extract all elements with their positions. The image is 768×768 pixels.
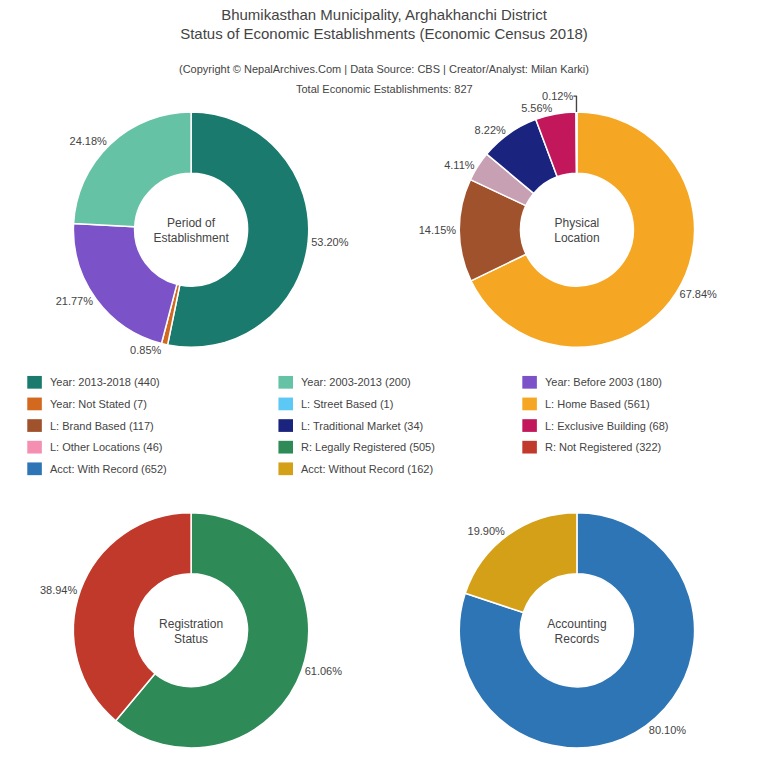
svg-text:L: Exclusive Building (68): L: Exclusive Building (68) [545, 420, 669, 432]
svg-text:R: Not Registered (322): R: Not Registered (322) [545, 441, 661, 453]
svg-text:L: Other Locations (46): L: Other Locations (46) [50, 441, 163, 453]
svg-text:19.90%: 19.90% [468, 525, 506, 537]
svg-text:80.10%: 80.10% [649, 724, 687, 736]
svg-text:38.94%: 38.94% [40, 584, 78, 596]
svg-text:L: Brand Based (117): L: Brand Based (117) [50, 420, 154, 432]
svg-text:Year: 2003-2013 (200): Year: 2003-2013 (200) [301, 376, 411, 388]
svg-text:Total Economic Establishments:: Total Economic Establishments: 827 [296, 83, 473, 95]
svg-text:RegistrationStatus: RegistrationStatus [159, 617, 223, 647]
svg-text:L: Street Based (1): L: Street Based (1) [301, 398, 393, 410]
svg-text:61.06%: 61.06% [305, 665, 343, 677]
svg-text:0.85%: 0.85% [130, 344, 161, 356]
svg-text:0.12%: 0.12% [542, 90, 573, 102]
svg-text:AccountingRecords: AccountingRecords [547, 617, 606, 647]
svg-text:5.56%: 5.56% [521, 102, 552, 114]
svg-text:L: Home Based (561): L: Home Based (561) [545, 398, 650, 410]
svg-text:Year: Not Stated (7): Year: Not Stated (7) [50, 398, 147, 410]
svg-text:21.77%: 21.77% [56, 295, 94, 307]
svg-text:Year: Before 2003 (180): Year: Before 2003 (180) [545, 376, 662, 388]
svg-text:(Copyright © NepalArchives.Com: (Copyright © NepalArchives.Com | Data So… [179, 63, 589, 75]
svg-text:Period ofEstablishment: Period ofEstablishment [153, 216, 229, 246]
svg-text:PhysicalLocation: PhysicalLocation [554, 216, 599, 246]
svg-text:Year: 2013-2018 (440): Year: 2013-2018 (440) [50, 376, 160, 388]
svg-text:14.15%: 14.15% [419, 224, 457, 236]
svg-text:4.11%: 4.11% [444, 159, 475, 171]
svg-text:Acct: With Record (652): Acct: With Record (652) [50, 463, 167, 475]
svg-text:Acct: Without Record (162): Acct: Without Record (162) [301, 463, 433, 475]
svg-text:24.18%: 24.18% [70, 135, 108, 147]
svg-text:8.22%: 8.22% [475, 124, 506, 136]
svg-text:67.84%: 67.84% [680, 288, 718, 300]
svg-text:L: Traditional Market (34): L: Traditional Market (34) [301, 420, 423, 432]
svg-text:R: Legally Registered (505): R: Legally Registered (505) [301, 441, 435, 453]
svg-text:Bhumikasthan Municipality, Arg: Bhumikasthan Municipality, Arghakhanchi … [180, 6, 588, 43]
svg-text:53.20%: 53.20% [311, 236, 349, 248]
